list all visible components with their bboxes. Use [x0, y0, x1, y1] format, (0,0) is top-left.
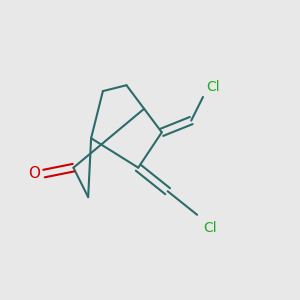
- Text: O: O: [28, 166, 40, 181]
- Text: Cl: Cl: [203, 221, 217, 235]
- Text: Cl: Cl: [206, 80, 220, 94]
